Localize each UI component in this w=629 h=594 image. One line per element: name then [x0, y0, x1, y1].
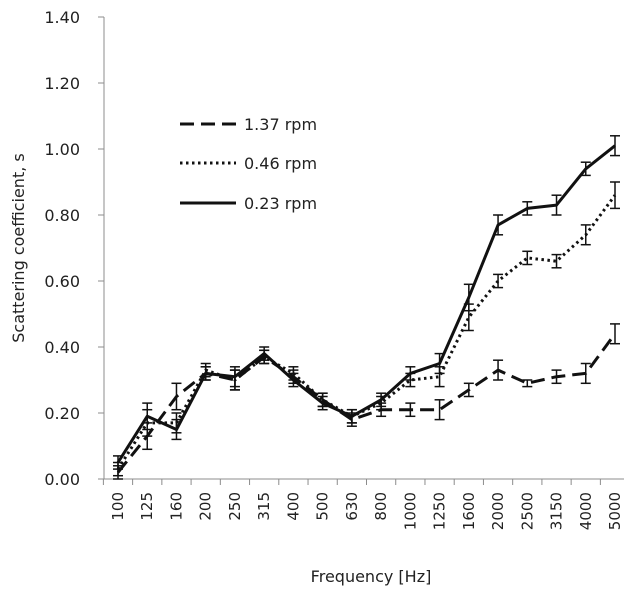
error-bar [610, 135, 620, 157]
error-bar [463, 283, 474, 312]
error-bar [580, 224, 591, 246]
x-tick-label: 100 [109, 492, 127, 521]
x-tick-label: 200 [197, 492, 215, 521]
legend-label: 0.46 rpm [244, 154, 317, 173]
error-bar [551, 253, 562, 269]
axes [98, 16, 624, 485]
error-bar [288, 372, 299, 388]
x-tick-label: 400 [284, 492, 302, 521]
error-bar [580, 161, 591, 177]
x-axis-title: Frequency [Hz] [311, 567, 432, 586]
x-tick-label: 2000 [489, 492, 507, 530]
error-bar [551, 369, 562, 385]
y-tick-label: 0.40 [44, 338, 80, 357]
x-tick-label: 3150 [548, 492, 566, 530]
error-bar [434, 352, 445, 375]
error-bar [346, 408, 357, 424]
error-bar [463, 382, 474, 398]
x-tick-label: 1000 [401, 492, 419, 530]
error-bar [200, 366, 211, 381]
x-tick-label: 1600 [460, 492, 478, 530]
error-bar [522, 201, 533, 216]
error-bar [405, 366, 416, 381]
error-bar [610, 323, 620, 345]
x-tick-label: 1250 [431, 492, 449, 530]
error-bar [580, 362, 591, 385]
error-bar [171, 382, 182, 411]
x-tick-label: 500 [314, 492, 332, 521]
legend-label: 0.23 rpm [244, 194, 317, 213]
y-tick-label: 0.60 [44, 272, 80, 291]
error-bar [317, 395, 328, 411]
legend: 1.37 rpm 0.46 rpm 0.23 rpm [180, 115, 317, 213]
x-tick-label: 4000 [577, 492, 595, 530]
error-bar [493, 214, 504, 236]
x-tick-label: 5000 [606, 492, 624, 530]
y-tick-label: 1.00 [44, 140, 80, 159]
series-line-1-37-rpm [116, 332, 617, 474]
error-bar [434, 399, 445, 421]
y-axis-title: Scattering coefficient, s [9, 153, 28, 342]
x-tick-label: 250 [226, 492, 244, 521]
y-tick-labels: 0.00 0.20 0.40 0.60 0.80 1.00 1.20 1.40 [44, 8, 80, 489]
series-lines [116, 144, 617, 474]
legend-label: 1.37 rpm [244, 115, 317, 134]
error-bar [522, 250, 533, 266]
error-bar [376, 392, 387, 408]
error-bars [113, 135, 620, 480]
error-bar [551, 194, 562, 216]
x-tick-label: 125 [138, 492, 156, 521]
y-tick-label: 1.40 [44, 8, 80, 27]
error-bar [493, 359, 504, 381]
x-tick-label: 800 [372, 492, 390, 521]
y-tick-label: 0.00 [44, 470, 80, 489]
x-tick-label: 160 [167, 492, 185, 521]
error-bar [171, 418, 182, 441]
error-bar [142, 402, 153, 431]
error-bar [610, 181, 620, 210]
error-bar [229, 366, 240, 388]
x-tick-labels: 100 125 160 200 250 315 400 500 630 800 1000 1250 16… [109, 492, 624, 530]
y-tick-label: 0.80 [44, 206, 80, 225]
x-tick-label: 2500 [518, 492, 536, 530]
error-bar [113, 455, 123, 470]
x-tick-label: 630 [343, 492, 361, 521]
series-line-0-46-rpm [116, 194, 617, 470]
error-bar [259, 346, 270, 361]
y-tick-label: 0.20 [44, 404, 80, 423]
x-tick-label: 315 [255, 492, 273, 521]
series-line-0-23-rpm [116, 144, 616, 464]
error-bar [405, 402, 416, 418]
y-tick-label: 1.20 [44, 74, 80, 93]
error-bar [493, 273, 504, 289]
error-bar [522, 379, 533, 388]
